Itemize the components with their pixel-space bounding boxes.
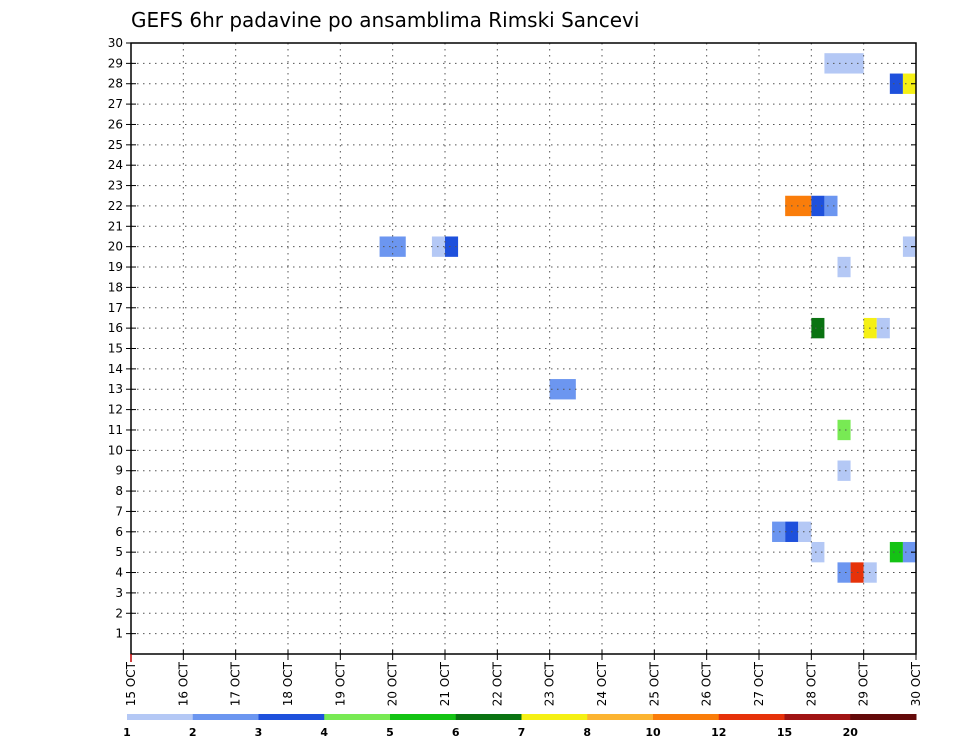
y-tick-label: 7 <box>115 504 123 518</box>
y-tick-label: 29 <box>108 56 123 70</box>
precip-cell <box>811 195 825 217</box>
y-tick-label: 26 <box>108 117 123 131</box>
x-tick-label: 22 OCT <box>490 661 504 706</box>
precip-cell <box>772 521 786 542</box>
x-axis: 15 OCT 16 OCT 17 OCT 18 OCT 19 OCT 20 OCT 21 O… <box>124 650 923 706</box>
y-tick-label: 1 <box>115 627 123 641</box>
y-tick-label: 20 <box>108 240 123 254</box>
y-tick-label: 22 <box>108 199 123 213</box>
legend-swatch <box>784 714 851 720</box>
legend-swatch <box>390 714 457 720</box>
x-tick-label: 15 OCT <box>124 661 138 706</box>
x-tick-label: 18 OCT <box>281 661 295 706</box>
legend-tick-label: 4 <box>320 726 328 739</box>
precip-cell <box>798 521 812 542</box>
y-axis: 1234567891011121314151617181920212223242… <box>108 36 916 641</box>
legend-tick-label: 7 <box>518 726 526 739</box>
y-tick-label: 6 <box>115 525 123 539</box>
y-tick-label: 21 <box>108 219 123 233</box>
color-legend: 1 2 3 4 5 6 7 8 10 12 15 20 <box>123 714 917 739</box>
y-tick-label: 4 <box>115 566 123 580</box>
legend-swatch <box>324 714 391 720</box>
precip-cell <box>811 317 825 339</box>
y-tick-label: 11 <box>108 423 123 437</box>
chart-title: GEFS 6hr padavine po ansamblima Rimski S… <box>131 8 639 32</box>
precip-cell <box>837 562 851 583</box>
x-tick-label: 17 OCT <box>229 661 243 706</box>
legend-swatch <box>455 714 522 720</box>
y-tick-label: 17 <box>108 301 123 315</box>
x-tick-label: 30 OCT <box>909 661 923 706</box>
precip-cell <box>902 73 916 94</box>
y-tick-label: 5 <box>115 545 123 559</box>
precip-cell <box>837 460 851 481</box>
legend-swatch <box>587 714 654 720</box>
x-tick-label: 21 OCT <box>438 661 452 706</box>
y-tick-label: 24 <box>108 158 123 172</box>
y-tick-label: 14 <box>108 362 123 376</box>
y-tick-label: 30 <box>108 36 123 50</box>
legend-swatch <box>653 714 720 720</box>
y-tick-label: 2 <box>115 606 123 620</box>
x-tick-label: 20 OCT <box>386 661 400 706</box>
grid-layer <box>131 43 916 654</box>
y-tick-label: 8 <box>115 484 123 498</box>
y-tick-label: 15 <box>108 342 123 356</box>
precip-cell <box>445 236 459 257</box>
legend-tick-label: 5 <box>386 726 394 739</box>
x-tick-label: 29 OCT <box>857 661 871 706</box>
y-tick-label: 12 <box>108 403 123 417</box>
legend-swatch <box>127 714 194 720</box>
y-tick-label: 19 <box>108 260 123 274</box>
legend-tick-label: 1 <box>123 726 131 739</box>
x-tick-label: 28 OCT <box>804 661 818 706</box>
legend-tick-label: 6 <box>452 726 460 739</box>
legend-tick-label: 3 <box>255 726 263 739</box>
legend-tick-label: 12 <box>711 726 726 739</box>
y-tick-label: 23 <box>108 179 123 193</box>
precip-cell <box>379 236 406 257</box>
precip-cell <box>889 73 903 94</box>
y-tick-label: 13 <box>108 382 123 396</box>
y-tick-label: 27 <box>108 97 123 111</box>
x-tick-label: 24 OCT <box>595 661 609 706</box>
legend-swatch <box>850 714 917 720</box>
precip-cell <box>902 541 916 563</box>
y-tick-label: 9 <box>115 464 123 478</box>
y-tick-label: 25 <box>108 138 123 152</box>
legend-tick-label: 8 <box>583 726 591 739</box>
precip-cell <box>837 419 851 441</box>
y-tick-label: 28 <box>108 77 123 91</box>
precip-cell <box>824 195 838 217</box>
y-tick-label: 3 <box>115 586 123 600</box>
x-tick-label: 26 OCT <box>700 661 714 706</box>
legend-swatch <box>521 714 588 720</box>
x-tick-label: 25 OCT <box>647 661 661 706</box>
precip-cell <box>811 541 825 563</box>
legend-tick-label: 2 <box>189 726 197 739</box>
y-tick-label: 10 <box>108 443 123 457</box>
legend-tick-label: 10 <box>645 726 661 739</box>
legend-tick-label: 20 <box>843 726 859 739</box>
legend-swatch <box>192 714 259 720</box>
precip-cell <box>549 379 576 400</box>
precip-cell <box>876 317 890 339</box>
y-tick-label: 16 <box>108 321 123 335</box>
legend-tick-label: 15 <box>777 726 792 739</box>
cells-layer <box>379 53 916 583</box>
legend-swatch <box>718 714 785 720</box>
precip-cell <box>889 541 903 563</box>
legend-swatch <box>258 714 325 720</box>
precip-cell <box>824 53 864 74</box>
x-tick-label: 23 OCT <box>543 661 557 706</box>
precip-cell <box>837 256 851 278</box>
y-tick-label: 18 <box>108 280 123 294</box>
x-tick-label: 16 OCT <box>176 661 190 706</box>
x-tick-label: 27 OCT <box>752 661 766 706</box>
precip-cell <box>902 236 916 257</box>
x-tick-label: 19 OCT <box>333 661 347 706</box>
